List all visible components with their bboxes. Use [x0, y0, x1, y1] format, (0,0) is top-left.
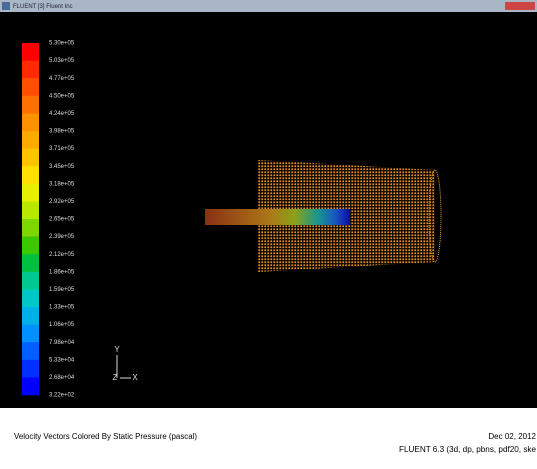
- legend-swatch: [22, 61, 39, 79]
- legend-label: 3.45e+05: [49, 164, 75, 170]
- legend-swatch: [22, 149, 39, 167]
- legend-label: 3.71e+05: [49, 146, 75, 152]
- legend-label: 7.98e+04: [49, 340, 75, 346]
- legend-label: 1.59e+05: [49, 287, 75, 293]
- legend-swatch: [22, 201, 39, 219]
- legend-label: 1.33e+05: [49, 305, 75, 311]
- legend-label: 2.39e+05: [49, 234, 75, 240]
- legend-swatch: [22, 131, 39, 149]
- legend-swatch: [22, 78, 39, 96]
- legend-swatch: [22, 272, 39, 290]
- legend-swatch: [22, 254, 39, 272]
- legend-label: 5.03e+05: [49, 58, 75, 64]
- legend-swatch: [22, 166, 39, 184]
- legend-swatch: [22, 342, 39, 360]
- legend-swatch: [22, 184, 39, 202]
- legend-swatch: [22, 96, 39, 114]
- legend-label: 5.30e+05: [49, 41, 75, 47]
- app-icon: [2, 2, 10, 10]
- page: FLUENT [3] Fluent Inc 5.30e+05 5.03e+05 4.…: [0, 0, 537, 464]
- legend-swatch: [22, 325, 39, 343]
- legend-swatch: [22, 289, 39, 307]
- legend-swatch: [22, 219, 39, 237]
- legend-swatch: [22, 307, 39, 325]
- legend-swatch: [22, 360, 39, 378]
- legend-swatch: [22, 237, 39, 255]
- legend-label: 3.22e+02: [49, 393, 75, 399]
- legend-label: 2.68e+04: [49, 375, 75, 381]
- legend-label: 3.98e+05: [49, 129, 75, 135]
- triad-z-label: Z: [113, 373, 118, 382]
- legend-label: 2.65e+05: [49, 217, 75, 223]
- caption-date: Dec 02, 2012: [488, 432, 536, 441]
- caption-title: Velocity Vectors Colored By Static Press…: [14, 432, 197, 441]
- window-title: FLUENT [3] Fluent Inc: [13, 4, 73, 10]
- title-bar: [0, 0, 537, 12]
- legend-label: 2.92e+05: [49, 199, 75, 205]
- legend-label: 3.18e+05: [49, 181, 75, 187]
- fluent-window: FLUENT [3] Fluent Inc 5.30e+05 5.03e+05 4.…: [0, 0, 537, 464]
- legend-label: 4.50e+05: [49, 93, 75, 99]
- window-controls[interactable]: [505, 2, 535, 10]
- legend-swatch: [22, 43, 39, 61]
- caption-version: FLUENT 6.3 (3d, dp, pbns, pdf20, ske: [399, 445, 537, 454]
- triad-x-label: X: [132, 373, 138, 382]
- pipe-mesh: [205, 209, 350, 225]
- color-legend: 5.30e+05 5.03e+05 4.77e+05 4.50e+05 4.24e+05…: [22, 41, 75, 399]
- legend-swatch: [22, 377, 39, 395]
- legend-label: 4.24e+05: [49, 111, 75, 117]
- legend-label: 4.77e+05: [49, 76, 75, 82]
- legend-label: 2.12e+05: [49, 252, 75, 258]
- legend-label: 5.33e+04: [49, 357, 75, 363]
- legend-label: 1.86e+05: [49, 269, 75, 275]
- triad-y-label: Y: [114, 345, 120, 354]
- legend-swatch: [22, 113, 39, 131]
- legend-label: 1.06e+05: [49, 322, 75, 328]
